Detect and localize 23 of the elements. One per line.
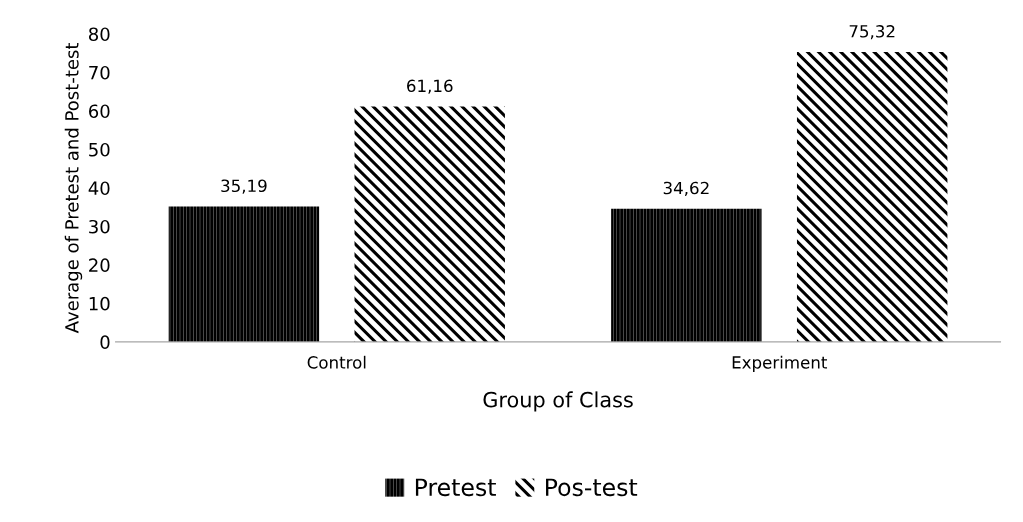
bar [611,208,762,342]
y-tick-label: 0 [100,335,110,350]
y-tick-label: 60 [89,104,110,119]
legend-label: Pretest [415,478,496,497]
y-axis-title: Average of Pretest and Post-test [64,42,83,334]
y-tick-label: 20 [89,258,110,273]
data-label: 35,19 [221,179,267,194]
bar [168,206,320,342]
data-label: 61,16 [407,79,453,94]
data-label: 34,62 [663,181,709,196]
y-tick-label: 40 [88,181,110,196]
y-tick-label: 70 [89,65,110,80]
y-tick-label: 30 [89,219,110,234]
x-tick-label: Experiment [732,355,828,372]
y-tick-label: 50 [89,142,110,157]
y-tick-label: 80 [88,27,110,42]
x-axis-title: Group of Class [483,391,633,412]
data-label: 75,32 [849,25,895,40]
x-tick-label: Control [307,355,366,369]
legend-label: Pos-test [546,478,638,497]
y-tick-label: 10 [89,296,110,311]
bar [796,51,948,342]
bar [354,106,505,342]
